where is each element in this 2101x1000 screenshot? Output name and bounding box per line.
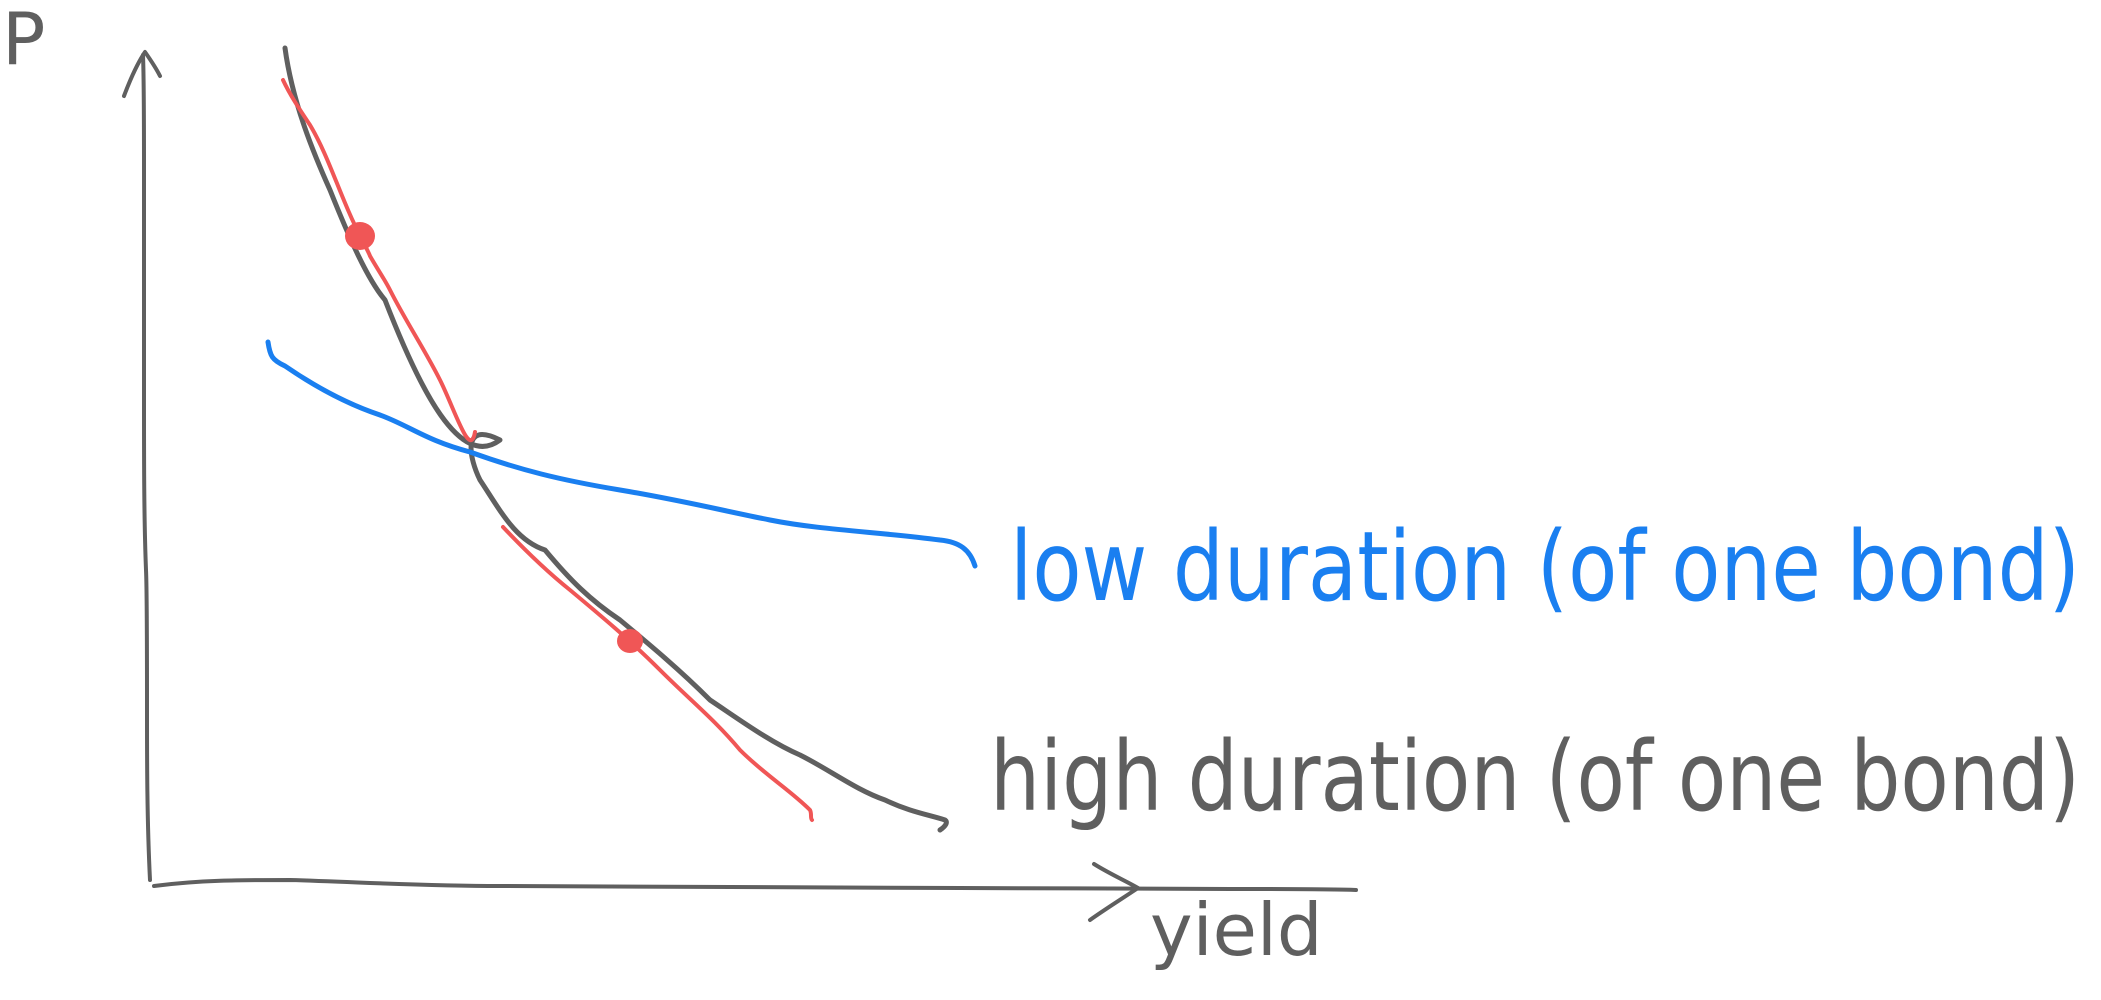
tangent-point-lower [617, 629, 643, 653]
low-duration-curve [265, 339, 978, 569]
x-axis-arrowhead [1088, 862, 1140, 922]
high-duration-label: high duration (of one bond) [990, 721, 2080, 833]
x-axis-label: yield [1150, 888, 1323, 972]
tangent-line-upper [281, 78, 477, 443]
y-axis-label: P [2, 0, 45, 81]
x-axis [152, 877, 1358, 892]
y-axis [141, 53, 152, 882]
tangent-point-upper [345, 222, 375, 250]
tangent-line-lower [501, 525, 814, 822]
high-duration-curve [282, 45, 949, 833]
y-axis-arrowhead [122, 50, 162, 98]
low-duration-label: low duration (of one bond) [1010, 511, 2080, 623]
